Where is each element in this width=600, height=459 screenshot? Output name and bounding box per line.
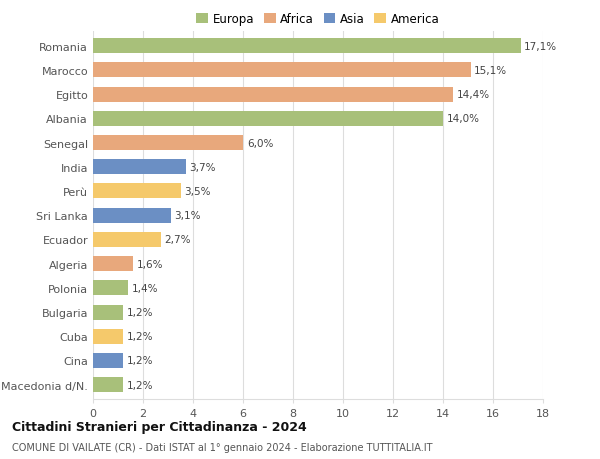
- Text: 1,2%: 1,2%: [127, 356, 153, 366]
- Bar: [93, 257, 133, 272]
- Text: 1,6%: 1,6%: [137, 259, 163, 269]
- Text: 1,4%: 1,4%: [132, 283, 158, 293]
- Text: 17,1%: 17,1%: [524, 42, 557, 51]
- Bar: [93, 208, 170, 223]
- Bar: [93, 88, 453, 102]
- Text: 3,7%: 3,7%: [189, 162, 216, 173]
- Text: 3,1%: 3,1%: [174, 211, 201, 221]
- Bar: [93, 281, 128, 296]
- Text: 3,5%: 3,5%: [184, 186, 211, 196]
- Text: 14,0%: 14,0%: [447, 114, 480, 124]
- Text: 14,4%: 14,4%: [457, 90, 490, 100]
- Bar: [93, 353, 123, 368]
- Text: COMUNE DI VAILATE (CR) - Dati ISTAT al 1° gennaio 2024 - Elaborazione TUTTITALIA: COMUNE DI VAILATE (CR) - Dati ISTAT al 1…: [12, 442, 433, 452]
- Text: 6,0%: 6,0%: [247, 138, 273, 148]
- Bar: [93, 63, 470, 78]
- Text: 1,2%: 1,2%: [127, 331, 153, 341]
- Text: Cittadini Stranieri per Cittadinanza - 2024: Cittadini Stranieri per Cittadinanza - 2…: [12, 420, 307, 433]
- Bar: [93, 160, 185, 175]
- Bar: [93, 184, 181, 199]
- Legend: Europa, Africa, Asia, America: Europa, Africa, Asia, America: [191, 9, 445, 31]
- Text: 1,2%: 1,2%: [127, 308, 153, 317]
- Bar: [93, 136, 243, 151]
- Bar: [93, 112, 443, 127]
- Bar: [93, 329, 123, 344]
- Bar: [93, 377, 123, 392]
- Bar: [93, 305, 123, 320]
- Bar: [93, 232, 161, 247]
- Text: 15,1%: 15,1%: [474, 66, 508, 76]
- Text: 1,2%: 1,2%: [127, 380, 153, 390]
- Bar: [93, 39, 521, 54]
- Text: 2,7%: 2,7%: [164, 235, 191, 245]
